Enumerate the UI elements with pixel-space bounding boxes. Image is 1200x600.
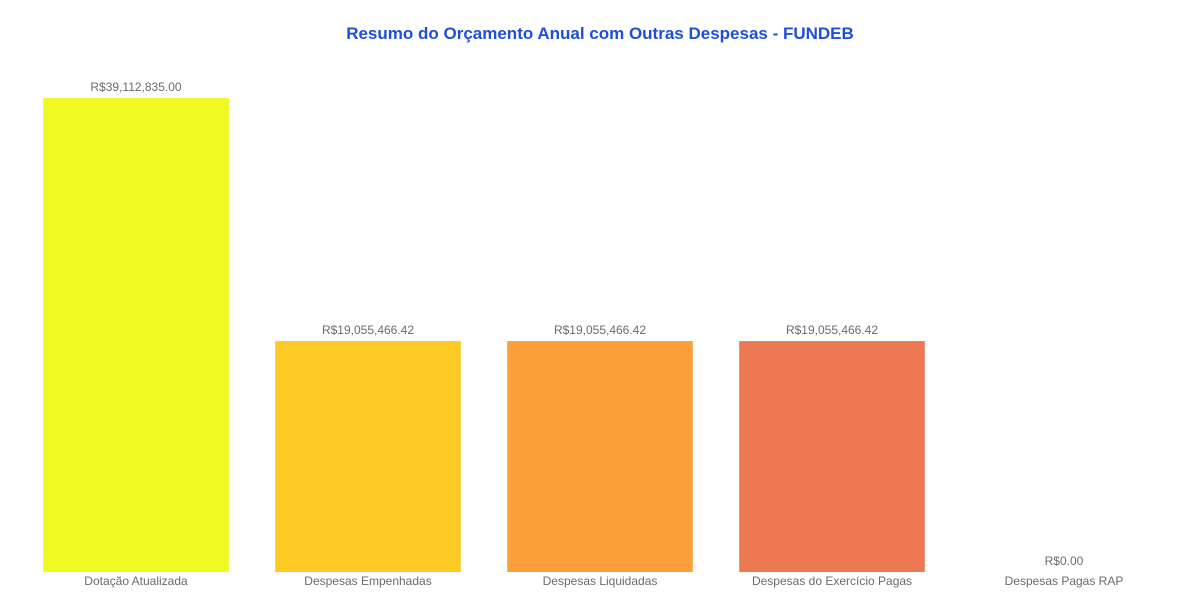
bar-2[interactable]	[507, 341, 693, 572]
bar-value-label: R$0.00	[1045, 554, 1084, 568]
x-tick-label: Dotação Atualizada	[84, 574, 188, 588]
x-tick-label: Despesas Liquidadas	[543, 574, 658, 588]
x-tick-label: Despesas Pagas RAP	[1005, 574, 1124, 588]
bar-value-label: R$19,055,466.42	[554, 323, 646, 337]
chart-title: Resumo do Orçamento Anual com Outras Des…	[346, 24, 854, 43]
bar-value-label: R$39,112,835.00	[90, 80, 182, 94]
bar-3[interactable]	[739, 341, 925, 572]
bar-value-label: R$19,055,466.42	[322, 323, 414, 337]
x-tick-label: Despesas do Exercício Pagas	[752, 574, 912, 588]
bar-value-label: R$19,055,466.42	[786, 323, 878, 337]
bar-0[interactable]	[43, 98, 229, 572]
x-tick-label: Despesas Empenhadas	[304, 574, 431, 588]
bar-1[interactable]	[275, 341, 461, 572]
